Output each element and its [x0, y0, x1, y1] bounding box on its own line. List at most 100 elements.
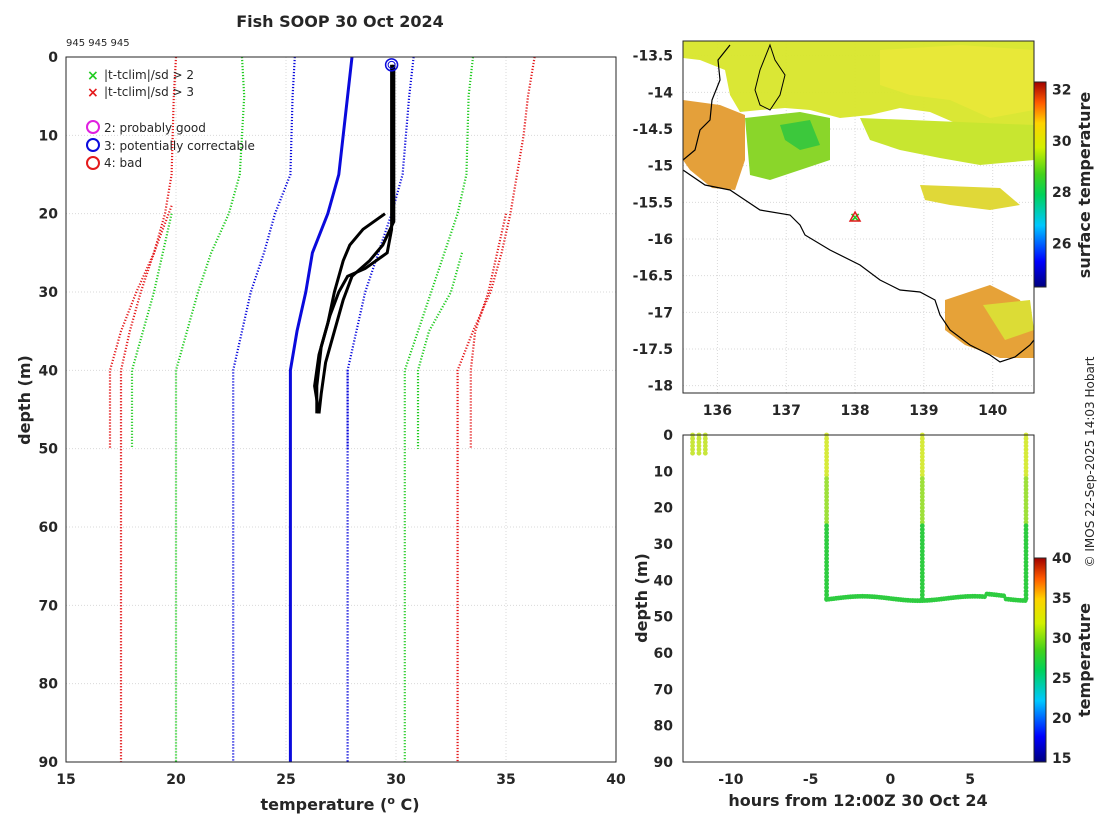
- profile-series-line: [130, 213, 173, 449]
- legend-x-label-2: |t-tclim|/sd > 3: [104, 85, 194, 99]
- profile-series-line: [313, 212, 386, 414]
- timeseries-point: [919, 545, 925, 551]
- timeseries-point: [1023, 588, 1029, 594]
- profile-ytick-label: 70: [39, 598, 59, 614]
- timeseries-point: [1023, 465, 1029, 471]
- profile-ytick-label: 40: [39, 363, 59, 379]
- timeseries-point: [1023, 436, 1029, 442]
- timeseries-point: [919, 519, 925, 525]
- timeseries-point: [1023, 458, 1029, 463]
- timeseries-point: [919, 508, 925, 514]
- timeseries-point: [919, 577, 925, 583]
- timeseries-point: [690, 436, 695, 442]
- timeseries-point: [824, 527, 829, 532]
- profile-xtick-label: 15: [56, 772, 75, 788]
- timeseries-point: [919, 527, 925, 532]
- timeseries-point: [824, 505, 829, 511]
- map-marker-triangle: [848, 210, 862, 222]
- timeseries-point: [824, 559, 829, 565]
- timeseries-point: [702, 450, 708, 456]
- timeseries-point: [1023, 545, 1029, 551]
- timeseries-point: [690, 443, 695, 449]
- timeseries-point: [1023, 439, 1029, 445]
- timeseries-ytick-label: 80: [654, 719, 674, 735]
- legend-o-marker-magenta: [86, 120, 100, 134]
- map-ytick-label: -15.5: [633, 195, 673, 211]
- timeseries-point: [1023, 490, 1029, 496]
- map-colorbar-tick: 32: [1052, 83, 1071, 99]
- sst-patch-south-yellow: [983, 300, 1034, 340]
- profile-panel: 15 20 25 30 35 40 0 10 20 30 40 50 60 70 80 90 temperat…: [15, 50, 626, 814]
- timeseries-ytick-label: 60: [654, 646, 674, 662]
- timeseries-point: [824, 577, 829, 583]
- map-colorbar-tick: 28: [1052, 185, 1071, 201]
- timeseries-point: [919, 592, 925, 598]
- timeseries-point: [1023, 527, 1029, 532]
- profile-ytick-label: 50: [39, 442, 59, 458]
- timeseries-point: [824, 534, 829, 540]
- map-xtick-label: 140: [978, 403, 1007, 419]
- timeseries-point: [696, 447, 702, 452]
- timeseries-point: [1023, 574, 1029, 580]
- timeseries-point: [824, 552, 829, 558]
- legend-o-label-3: 4: bad: [104, 156, 142, 170]
- figure-title: Fish SOOP 30 Oct 2024: [236, 12, 444, 31]
- timeseries-point: [702, 443, 708, 449]
- timeseries-point: [824, 516, 829, 521]
- timeseries-point: [919, 476, 925, 481]
- timeseries-point: [824, 476, 829, 481]
- timeseries-point: [1023, 534, 1029, 540]
- timeseries-point: [824, 498, 829, 503]
- timeseries-point: [1023, 443, 1029, 449]
- credit-text: © IMOS 22-Sep-2025 14:03 Hobart: [1083, 356, 1097, 567]
- timeseries-xtick-label: 5: [965, 772, 975, 788]
- timeseries-point: [1023, 450, 1029, 456]
- profile-series-line: [119, 56, 178, 762]
- timeseries-colorbar-tick: 25: [1052, 671, 1071, 687]
- timeseries-point: [919, 443, 925, 449]
- map-ytick-label: -17.5: [633, 342, 673, 358]
- timeseries-point: [1023, 537, 1029, 543]
- timeseries-point: [1023, 487, 1029, 492]
- profile-xtick-label: 35: [496, 772, 515, 788]
- timeseries-colorbar-tick: 30: [1052, 631, 1072, 647]
- timeseries-point: [702, 447, 708, 452]
- timeseries-xtick-label: -10: [718, 772, 744, 788]
- timeseries-point: [824, 439, 829, 445]
- timeseries-point: [919, 530, 925, 536]
- timeseries-points: [690, 432, 1029, 604]
- legend-o-label-2: 3: potentially correctable: [104, 139, 255, 153]
- timeseries-point: [1023, 512, 1029, 518]
- timeseries-point: [919, 516, 925, 521]
- timeseries-point: [919, 505, 925, 511]
- sst-patch-dark-green: [780, 120, 820, 150]
- timeseries-ytick-label: 40: [654, 573, 674, 589]
- profile-flag-marker-inner: [387, 60, 396, 69]
- timeseries-point: [824, 574, 829, 580]
- timeseries-point: [919, 450, 925, 456]
- legend-o-marker-blue: [86, 138, 100, 152]
- profile-series-line: [469, 213, 508, 449]
- timeseries-point: [824, 458, 829, 463]
- map-position-marker: ×: [848, 210, 862, 226]
- timeseries-point: [696, 443, 702, 449]
- timeseries-point: [919, 512, 925, 518]
- map-xtick-label: 139: [909, 403, 938, 419]
- timeseries-ytick-label: 70: [654, 682, 674, 698]
- timeseries-ytick-label: 0: [663, 428, 673, 444]
- map-ytick-label: -13.5: [633, 49, 673, 65]
- legend-o-marker-red: [86, 156, 100, 170]
- timeseries-point: [919, 465, 925, 471]
- map-colorbar-ticks: 26 28 30 32: [1052, 83, 1072, 253]
- sst-patch-north-east: [880, 45, 1034, 118]
- profile-series-line: [174, 56, 246, 762]
- timeseries-point: [1023, 563, 1029, 569]
- timeseries-colorbar-tick: 35: [1052, 591, 1071, 607]
- profile-series-line: [108, 205, 173, 449]
- timeseries-point: [1023, 479, 1029, 485]
- map-ytick-label: -14: [648, 85, 674, 101]
- timeseries-point: [824, 537, 829, 543]
- profile-series: [108, 56, 536, 762]
- timeseries-point: [824, 567, 829, 572]
